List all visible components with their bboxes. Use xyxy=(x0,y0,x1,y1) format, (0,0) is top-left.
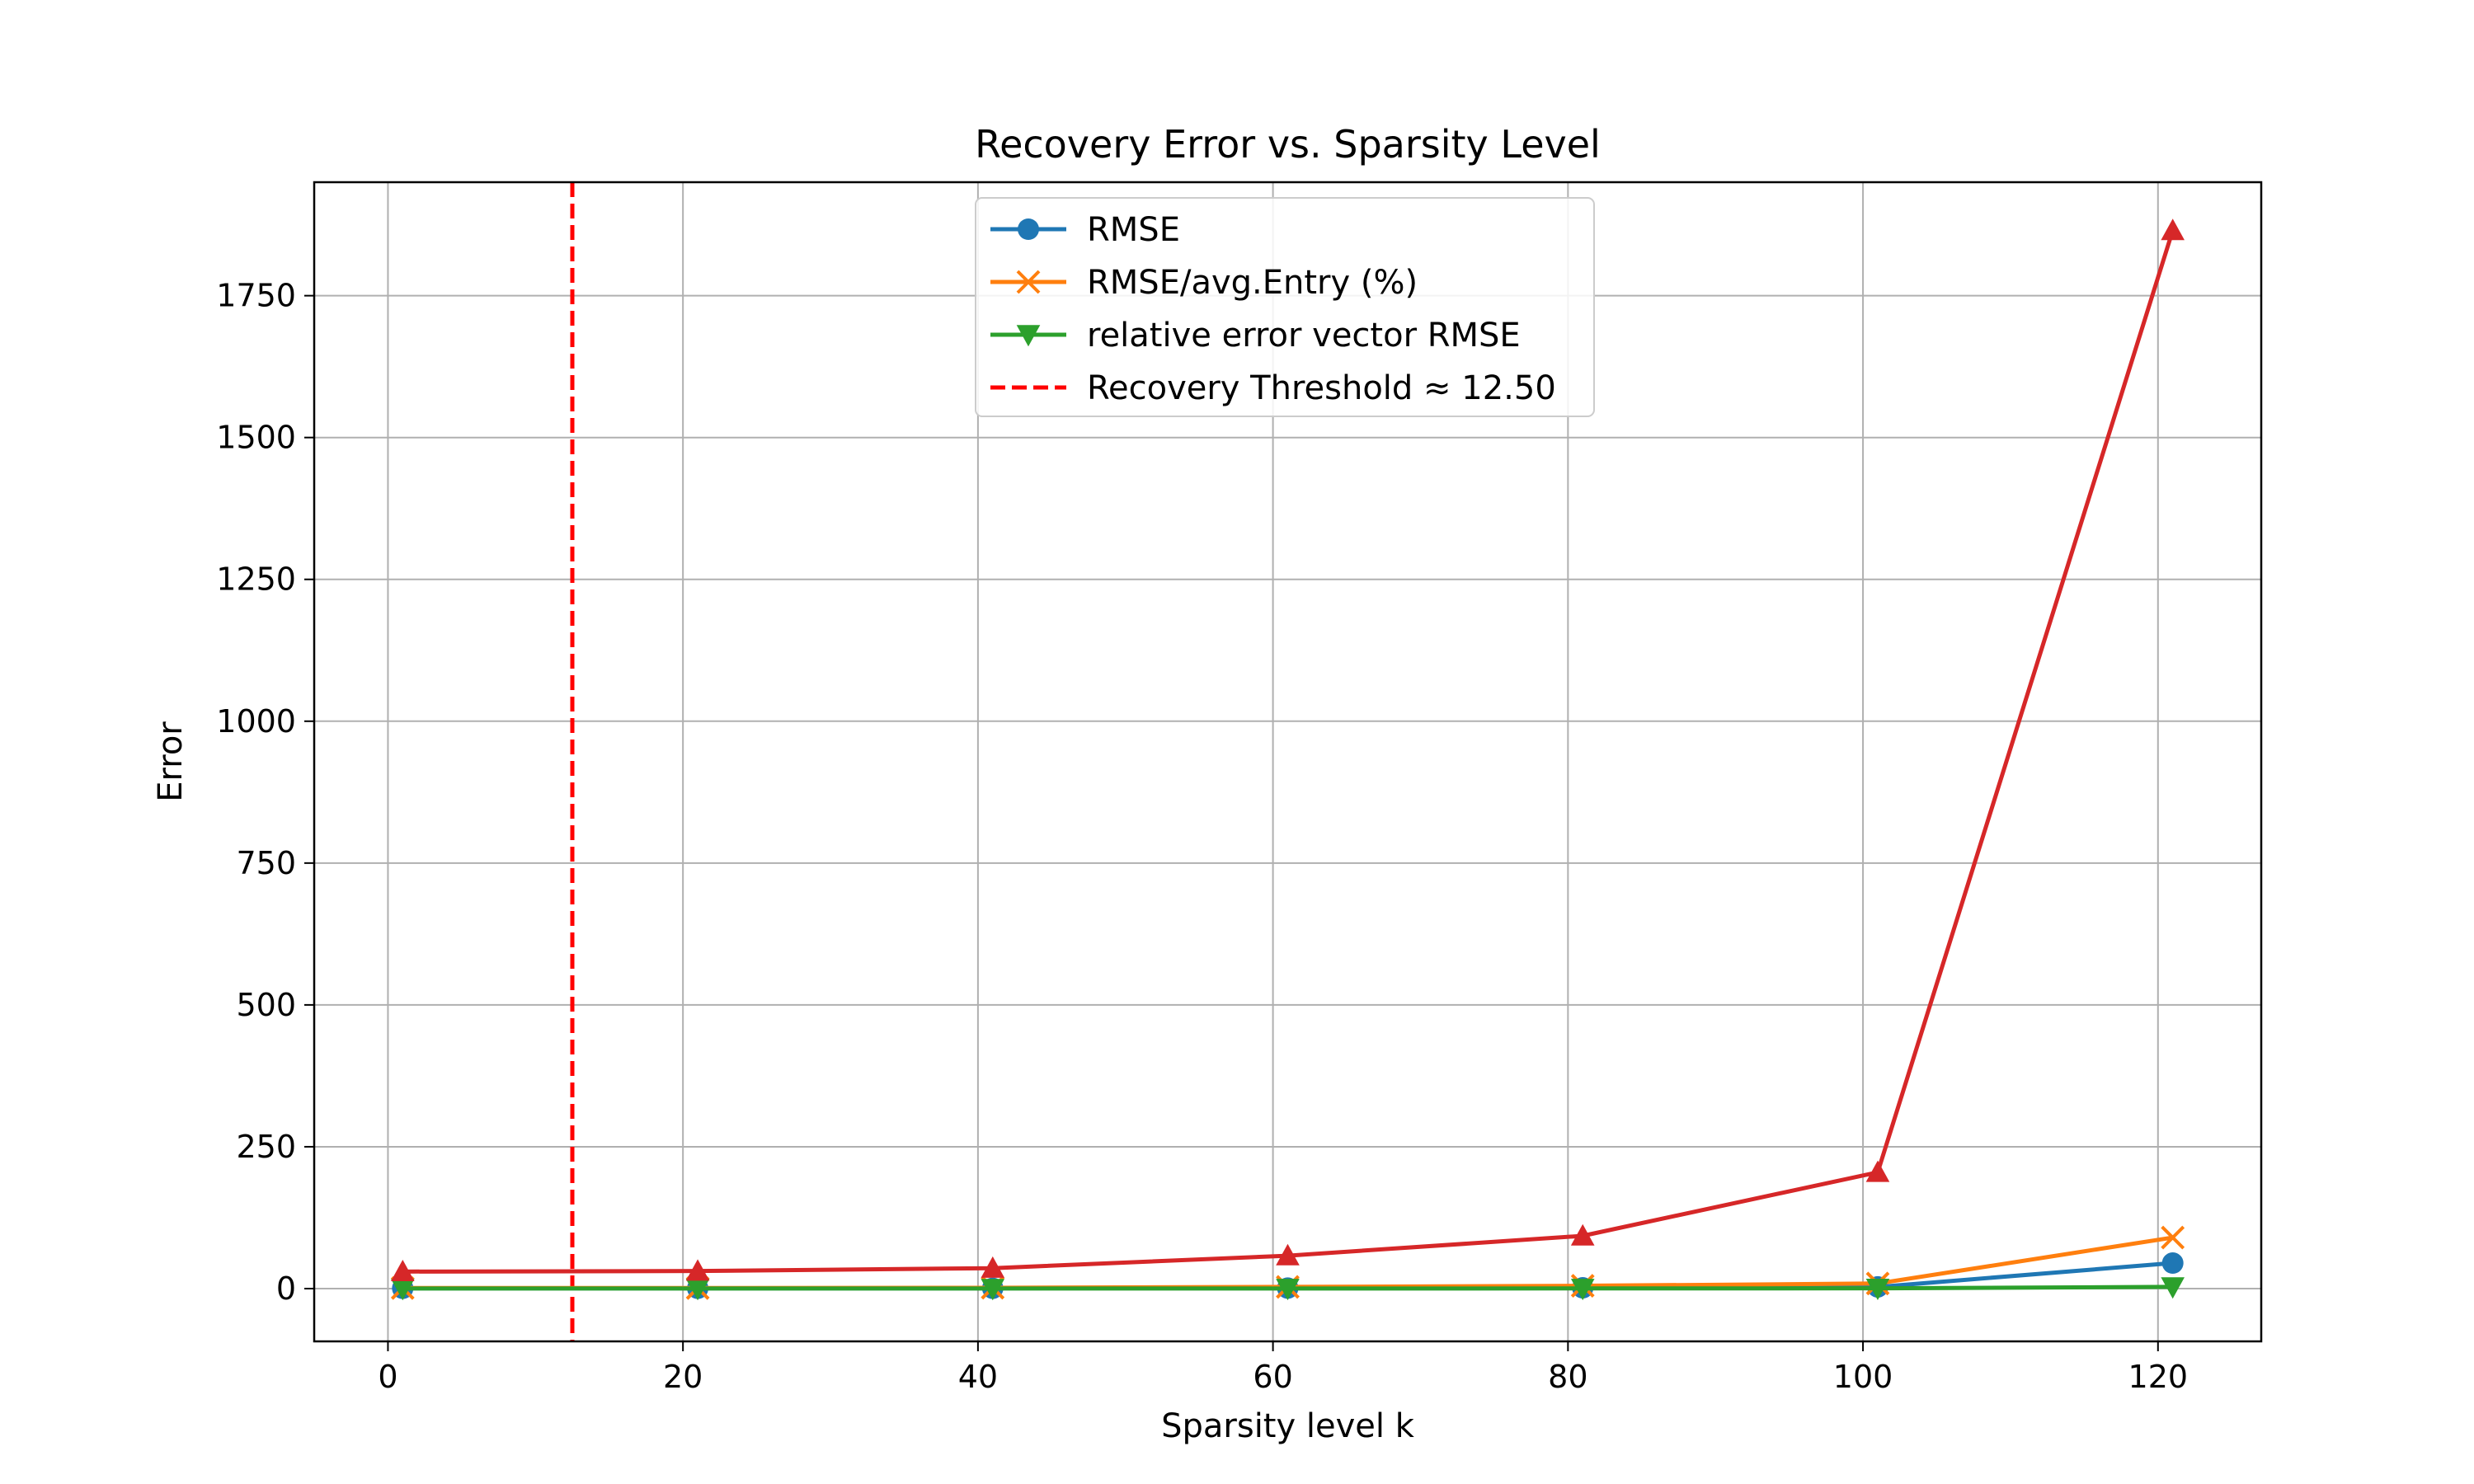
x-tick-label: 40 xyxy=(958,1359,998,1395)
data-point xyxy=(1276,1279,1300,1301)
data-point xyxy=(1865,1160,1890,1182)
data-point xyxy=(1016,270,1041,294)
legend-label: RMSE/avg.Entry (%) xyxy=(1087,264,1418,302)
data-point xyxy=(2161,1277,2185,1299)
series-layer xyxy=(390,218,2185,1301)
x-tick-label: 80 xyxy=(1548,1359,1587,1395)
data-point xyxy=(1018,218,1039,240)
y-tick-label: 1500 xyxy=(216,420,296,456)
series-2 xyxy=(391,1277,2185,1301)
plot-frame xyxy=(313,181,2263,1343)
x-tick-label: 20 xyxy=(663,1359,703,1395)
series-3 xyxy=(391,218,2185,1282)
x-tick-label: 120 xyxy=(2128,1359,2189,1395)
data-point xyxy=(391,1279,415,1301)
y-tick-label: 1250 xyxy=(216,561,296,598)
data-point xyxy=(1276,1243,1300,1266)
y-tick-label: 750 xyxy=(236,845,296,881)
legend-label: relative error vector RMSE xyxy=(1087,317,1521,355)
data-point xyxy=(981,1279,1005,1301)
legend-entry: relative error vector RMSE xyxy=(990,317,1521,355)
data-point xyxy=(1016,325,1041,347)
data-point xyxy=(2161,1252,2184,1275)
data-point-stroke xyxy=(1016,270,1041,294)
x-axis-label: Sparsity level k xyxy=(1161,1407,1415,1445)
legend-label: Recovery Threshold ≈ 12.50 xyxy=(1087,369,1556,407)
y-tick-label: 500 xyxy=(236,987,296,1023)
data-point xyxy=(685,1279,710,1301)
legend-entry: Recovery Threshold ≈ 12.50 xyxy=(990,369,1556,407)
chart-title: Recovery Error vs. Sparsity Level xyxy=(975,122,1601,167)
legend-frame xyxy=(975,197,1595,417)
y-tick-label: 250 xyxy=(236,1129,296,1165)
y-axis-label: Error xyxy=(152,721,190,802)
data-point xyxy=(1570,1223,1595,1246)
legend-label: RMSE xyxy=(1087,211,1180,249)
y-tick-label: 0 xyxy=(276,1270,296,1307)
data-point xyxy=(1570,1279,1595,1301)
legend-entry: RMSE xyxy=(990,211,1180,249)
y-tick-label: 1000 xyxy=(216,703,296,740)
x-tick-label: 0 xyxy=(378,1359,397,1395)
data-point xyxy=(981,1256,1005,1278)
data-point xyxy=(2161,1225,2185,1250)
x-tick-label: 100 xyxy=(1833,1359,1893,1395)
data-point xyxy=(391,1260,415,1282)
legend: RMSE RMSE/avg.Entry (%) relative error vec… xyxy=(975,197,1595,417)
data-point xyxy=(2161,218,2185,241)
x-tick-label: 60 xyxy=(1253,1359,1292,1395)
data-point xyxy=(1865,1278,1890,1300)
data-point xyxy=(685,1259,710,1281)
ticks: 0 20 40 60 80 100 120 0 250 500 750 1000 1250 1500 175… xyxy=(216,278,2188,1395)
y-tick-label: 1750 xyxy=(216,278,296,314)
legend-entry: RMSE/avg.Entry (%) xyxy=(990,264,1418,302)
data-point-stroke xyxy=(2161,1225,2185,1250)
